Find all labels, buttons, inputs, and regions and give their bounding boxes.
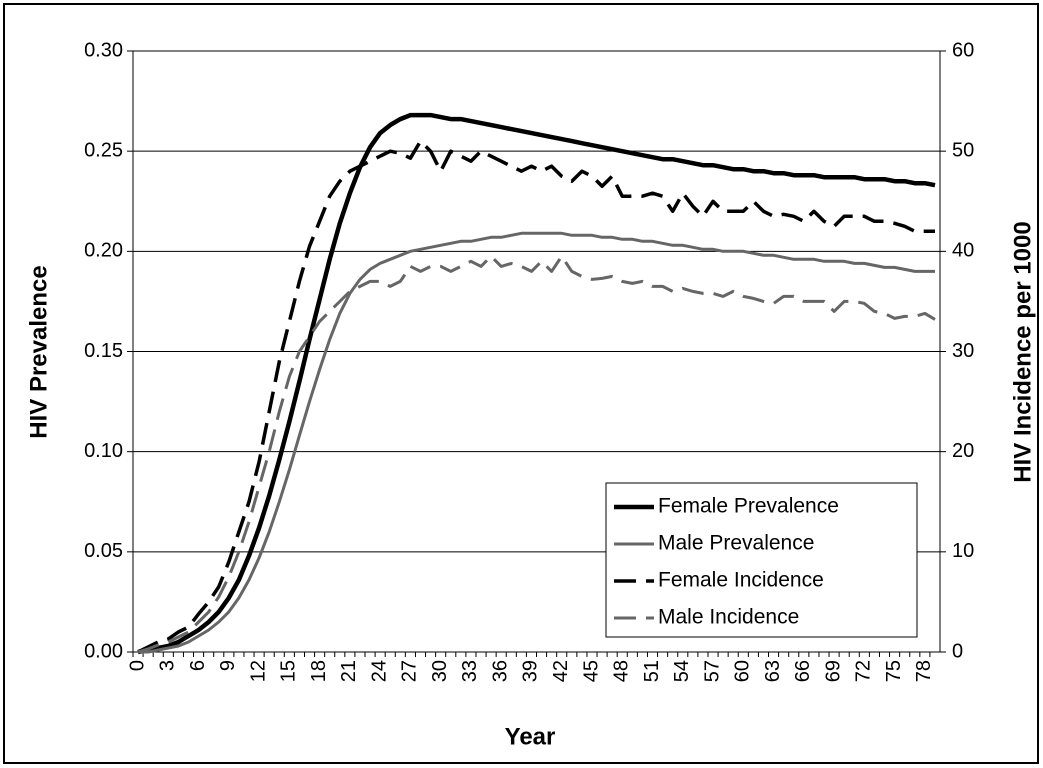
y2-tick-label: 60 (952, 39, 974, 61)
series-line (138, 231, 935, 654)
x-tick-label: 60 (732, 660, 754, 682)
x-axis-title: Year (505, 723, 556, 750)
y-tick-label: 0.10 (84, 440, 123, 462)
y2-tick-label: 20 (952, 440, 974, 462)
legend-label: Male Prevalence (658, 532, 814, 555)
x-tick-label: 18 (308, 660, 330, 682)
x-tick-label: 15 (278, 660, 300, 682)
y-tick-label: 0.15 (84, 340, 123, 362)
x-tick-label: 33 (459, 660, 481, 682)
x-tick-label: 24 (368, 660, 390, 682)
x-tick-label: 36 (489, 660, 511, 682)
y-tick-label: 0.30 (84, 39, 123, 61)
y-tick-label: 0.05 (84, 540, 123, 562)
x-tick-label: 9 (217, 660, 239, 671)
series-line (137, 139, 935, 654)
legend-label: Male Incidence (658, 606, 799, 629)
legend-box (605, 482, 918, 638)
x-tick-label: 0 (126, 660, 148, 671)
x-tick-label: 3 (157, 660, 179, 671)
x-tick-label: 75 (883, 660, 905, 682)
legend: Female Prevalence Male Prevalence Female I… (605, 482, 918, 638)
y-tick-label: 0.25 (84, 139, 123, 161)
series-line (137, 112, 936, 655)
y-axis-title: HIV Prevalence (25, 265, 52, 438)
y2-tick-label: 50 (952, 139, 974, 161)
x-tick-label: 12 (247, 660, 269, 682)
x-tick-label: 63 (762, 660, 784, 682)
y2-tick-label: 40 (952, 240, 974, 262)
x-tick-label: 39 (520, 660, 542, 682)
x-tick-label: 72 (853, 660, 875, 682)
legend-label: Female Prevalence (658, 495, 839, 518)
x-tick-label: 51 (641, 660, 663, 682)
y-tick-label: 0.20 (84, 240, 123, 262)
x-tick-label: 66 (792, 660, 814, 682)
series-line (137, 254, 936, 654)
x-tick-label: 27 (399, 660, 421, 682)
x-tick-label: 6 (187, 660, 209, 671)
y2-tick-label: 10 (952, 540, 974, 562)
legend-label: Female Incidence (658, 569, 824, 592)
x-tick-label: 69 (822, 660, 844, 682)
y2-axis-title: HIV Incidence per 1000 (1009, 221, 1036, 482)
y-tick-label: 0.00 (84, 640, 123, 662)
x-tick-label: 48 (611, 660, 633, 682)
y2-tick-label: 0 (952, 640, 963, 662)
x-tick-label: 57 (701, 660, 723, 682)
y2-tick-label: 30 (952, 340, 974, 362)
x-tick-label: 30 (429, 660, 451, 682)
x-tick-label: 54 (671, 660, 693, 682)
x-tick-label: 21 (338, 660, 360, 682)
x-tick-label: 45 (580, 660, 602, 682)
x-tick-label: 78 (913, 660, 935, 682)
x-tick-label: 42 (550, 660, 572, 682)
